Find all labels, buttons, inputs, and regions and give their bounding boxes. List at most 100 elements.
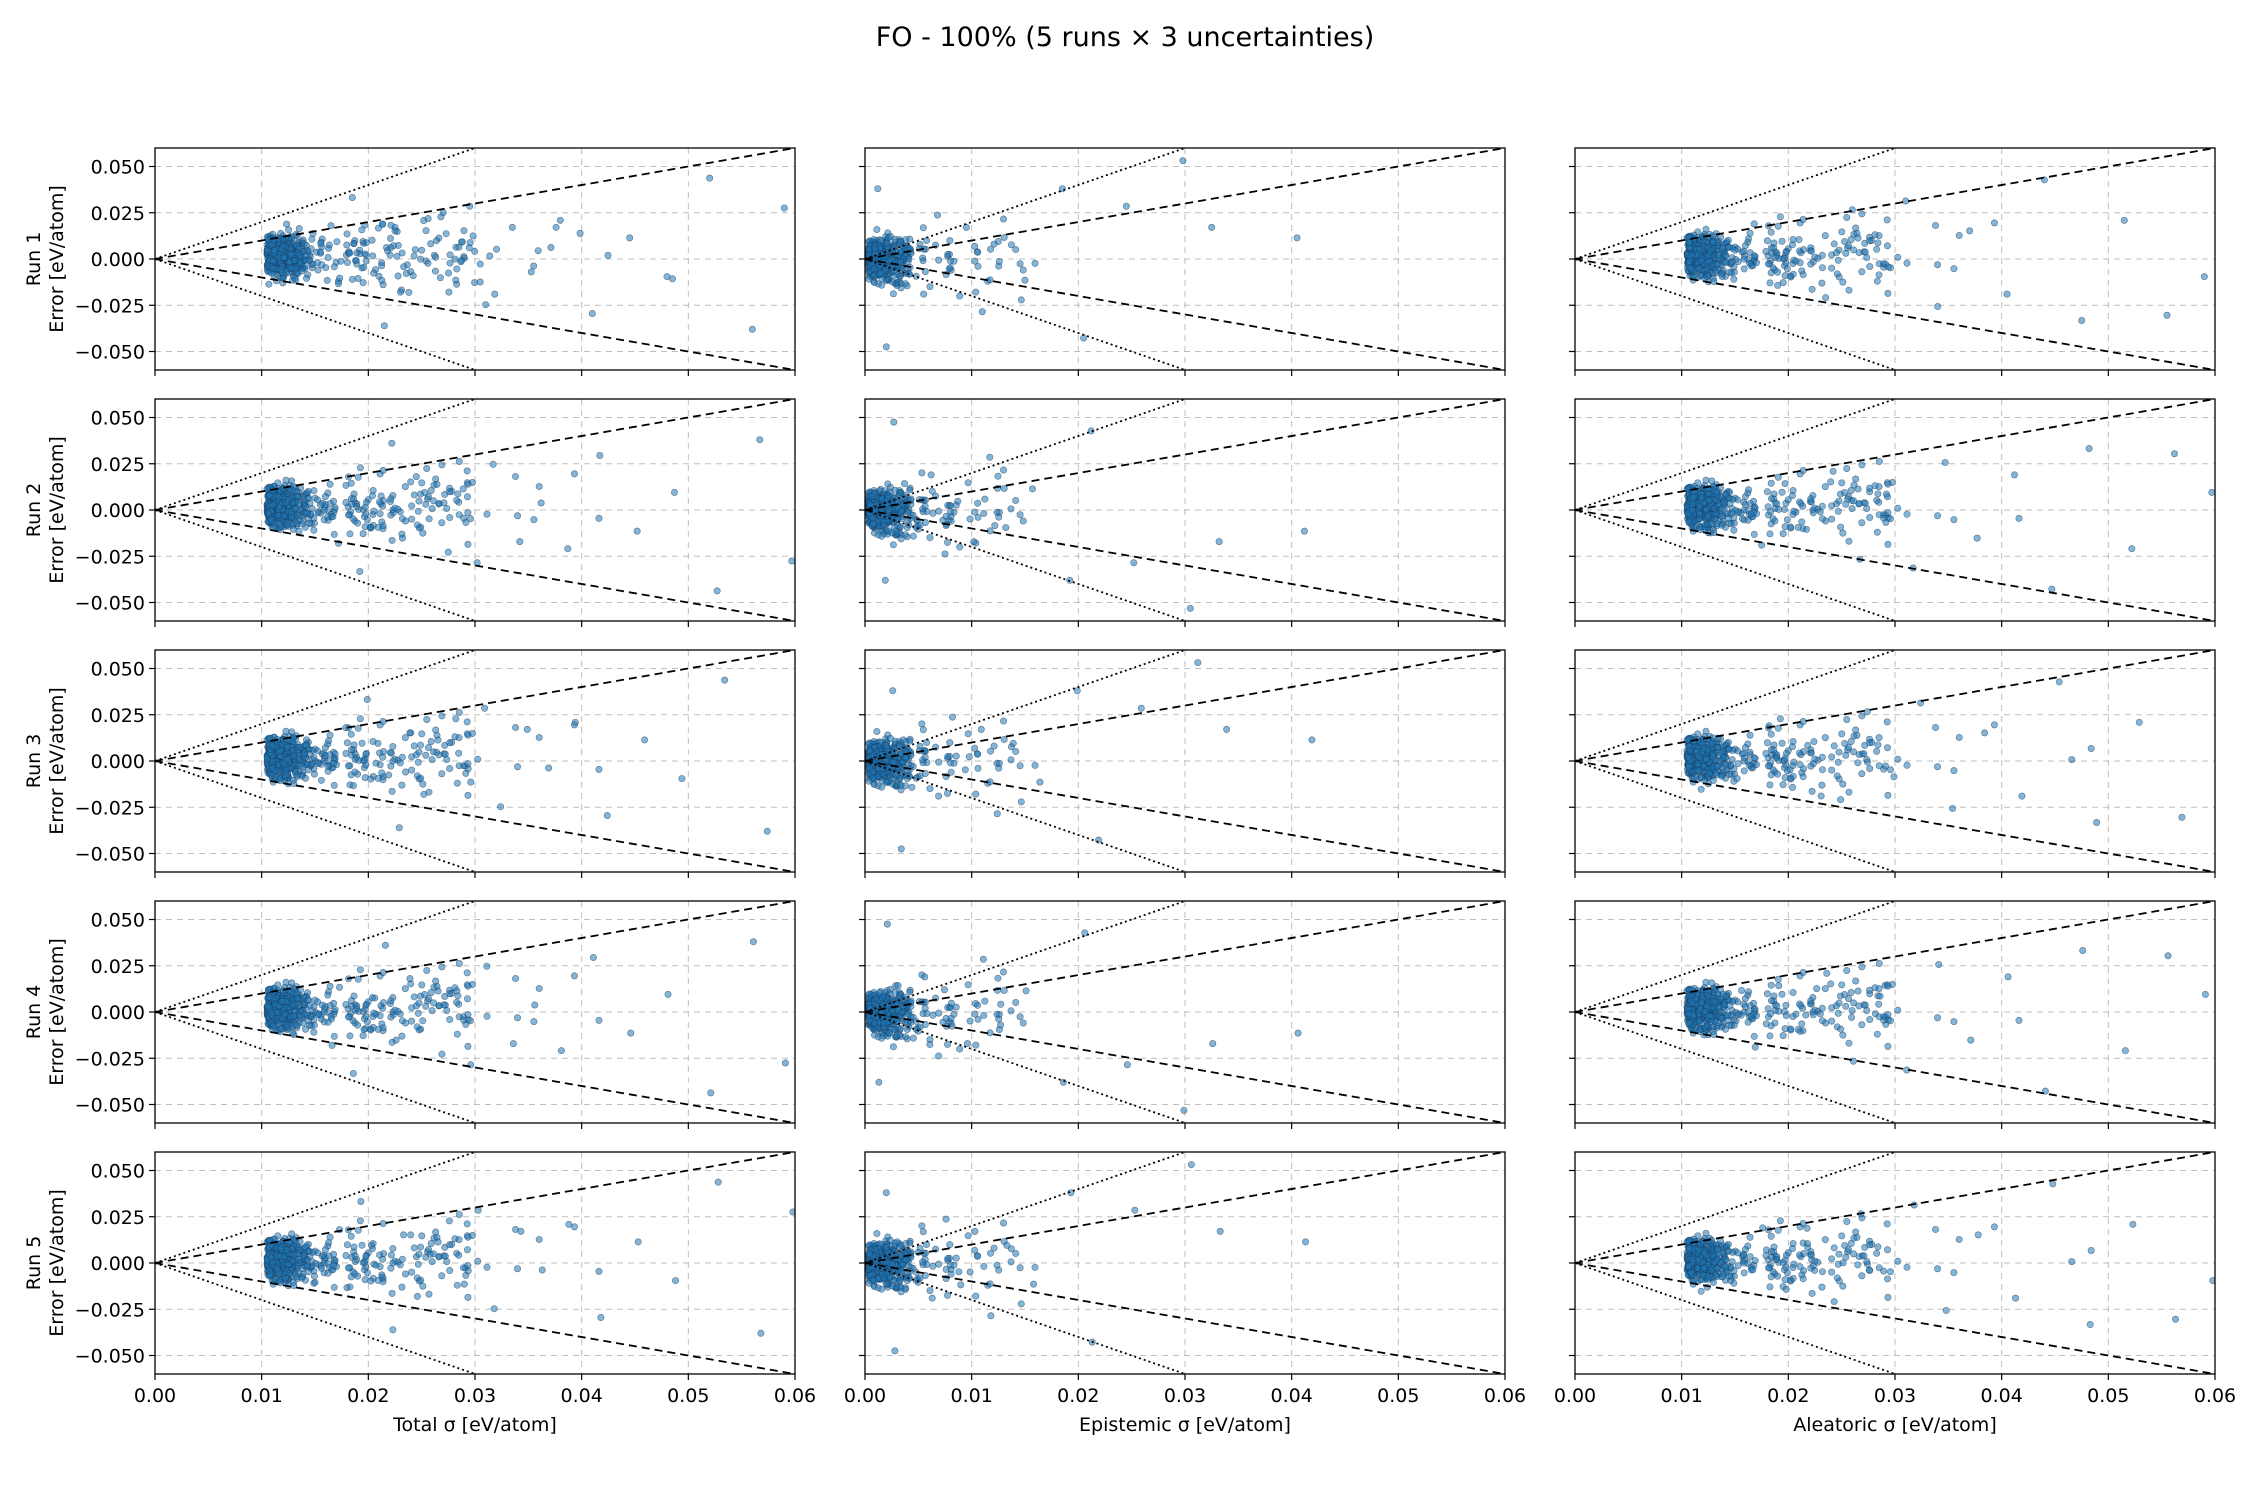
data-point (1828, 264, 1836, 272)
data-point (556, 216, 564, 224)
data-point (330, 759, 338, 767)
data-point (1866, 237, 1874, 245)
data-point (419, 529, 427, 537)
data-point (278, 246, 286, 254)
data-point (1873, 245, 1881, 253)
data-point (458, 238, 466, 246)
data-point (1850, 481, 1858, 489)
data-point (269, 265, 277, 273)
data-point (350, 495, 358, 503)
data-point (994, 472, 1002, 480)
data-point (885, 257, 893, 265)
data-point (926, 534, 934, 542)
data-point (994, 237, 1002, 245)
data-point (780, 204, 788, 212)
data-point (455, 762, 463, 770)
data-point (962, 223, 970, 231)
data-point (385, 771, 393, 779)
data-point (1738, 515, 1746, 523)
data-point (391, 227, 399, 235)
data-point (347, 730, 355, 738)
data-point (1685, 518, 1693, 526)
data-point (1016, 511, 1024, 519)
data-point (1722, 259, 1730, 267)
data-point (1807, 260, 1815, 268)
data-point (443, 504, 451, 512)
data-point (453, 779, 461, 787)
data-point (1808, 285, 1816, 293)
data-point (1789, 270, 1797, 278)
data-point (1019, 266, 1027, 274)
data-point (414, 758, 422, 766)
data-point (463, 467, 471, 475)
data-point (361, 250, 369, 258)
data-point (370, 269, 378, 277)
data-point (1715, 251, 1723, 259)
data-point (342, 750, 350, 758)
data-point (354, 724, 362, 732)
data-point (378, 220, 386, 228)
data-point (446, 259, 454, 267)
data-point (471, 247, 479, 255)
data-point (444, 548, 452, 556)
data-point (2208, 488, 2215, 496)
data-point (900, 493, 908, 501)
data-point (944, 789, 952, 797)
data-point (903, 523, 911, 531)
data-point (2003, 290, 2011, 298)
data-point (414, 507, 422, 515)
data-point (387, 495, 395, 503)
data-point (964, 730, 972, 738)
data-point (1781, 272, 1789, 280)
data-point (1818, 251, 1826, 259)
data-point (882, 343, 890, 351)
data-point (1773, 500, 1781, 508)
data-point (1873, 528, 1881, 536)
data-point (416, 741, 424, 749)
data-point (1774, 268, 1782, 276)
data-point (428, 505, 436, 513)
data-point (408, 502, 416, 510)
data-point (1774, 473, 1782, 481)
data-point (1789, 236, 1797, 244)
data-point (459, 485, 467, 493)
data-point (866, 501, 874, 509)
data-point (1887, 515, 1895, 523)
data-point (878, 532, 886, 540)
data-point (446, 251, 454, 259)
data-point (275, 493, 283, 501)
data-point (409, 272, 417, 280)
data-point (290, 257, 298, 265)
data-point (419, 780, 427, 788)
data-point (987, 245, 995, 253)
data-point (1706, 520, 1714, 528)
data-point (1130, 559, 1138, 567)
data-point (362, 750, 370, 758)
data-point (935, 256, 943, 264)
data-point (919, 505, 927, 513)
data-point (1689, 493, 1697, 501)
data-point (1087, 427, 1095, 435)
reference-line-dashed (155, 760, 795, 872)
data-point (1031, 259, 1039, 267)
data-point (946, 508, 954, 516)
data-point (897, 508, 905, 516)
data-point (1781, 480, 1789, 488)
data-point (349, 782, 357, 790)
data-point (1750, 530, 1758, 538)
data-point (285, 226, 293, 234)
data-point (301, 774, 309, 782)
data-point (292, 768, 300, 776)
data-point (436, 274, 444, 282)
data-point (387, 221, 395, 229)
data-point (508, 223, 516, 231)
data-point (1792, 257, 1800, 265)
data-point (287, 264, 295, 272)
data-point (1021, 276, 1029, 284)
y-tick-label: 0.025 (91, 203, 145, 225)
plot-area (155, 399, 795, 621)
data-point (279, 485, 287, 493)
data-point (1215, 538, 1223, 546)
data-point (2163, 311, 2171, 319)
data-point (706, 174, 714, 182)
